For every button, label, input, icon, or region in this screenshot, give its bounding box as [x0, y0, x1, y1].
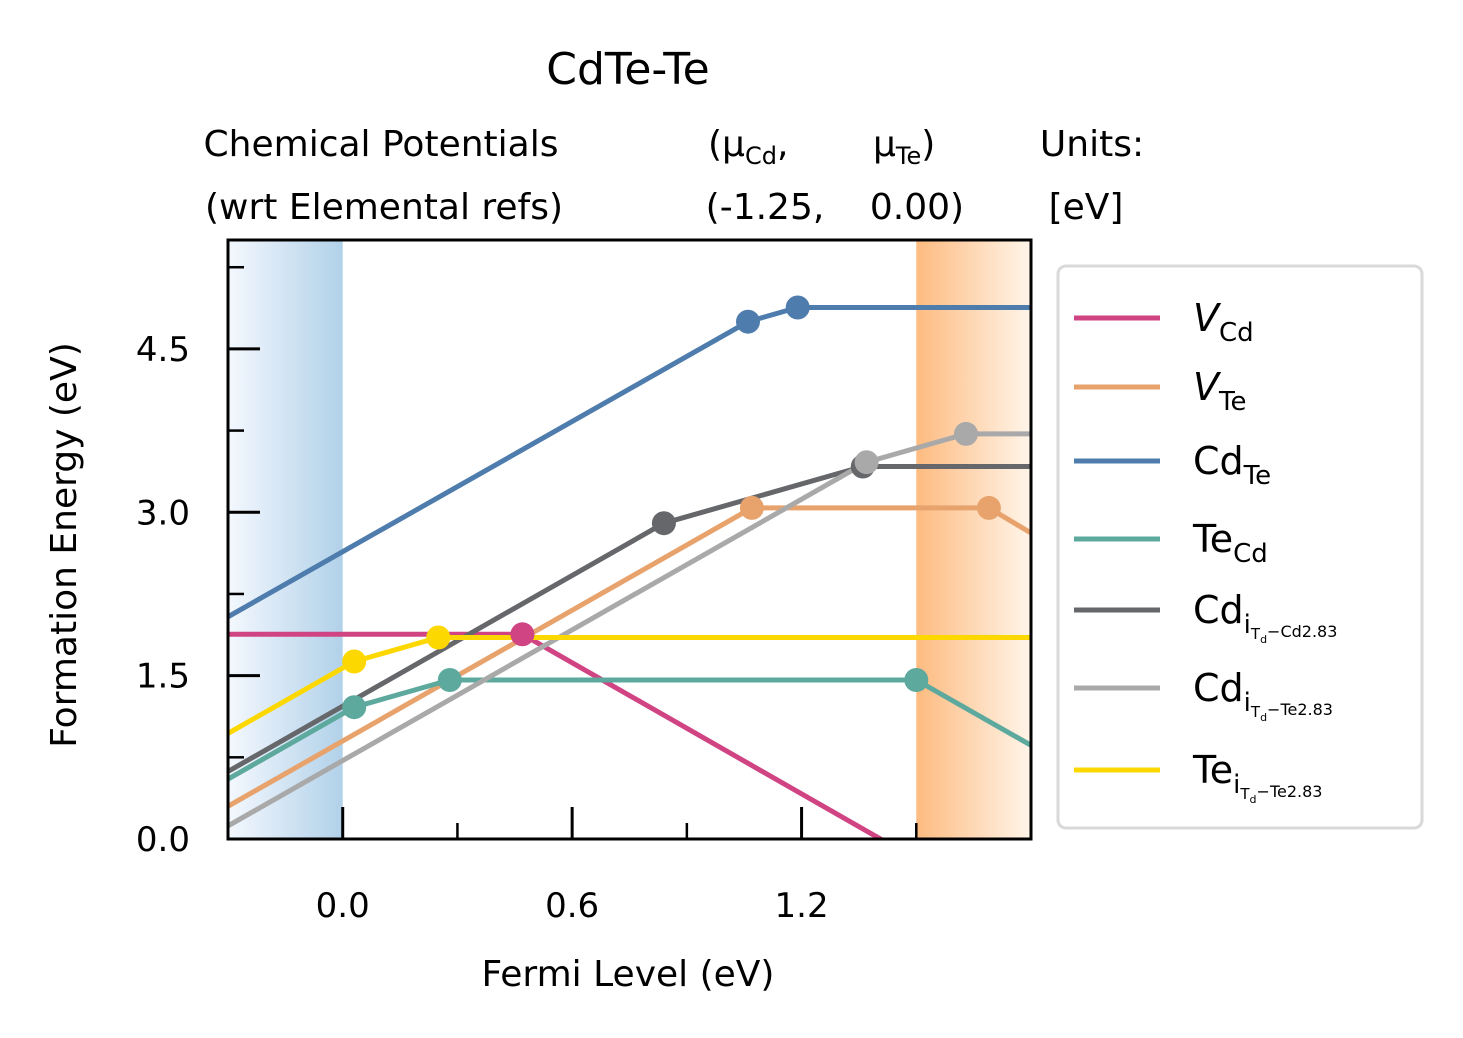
- legend-label-6: TeiTd−Te2.83: [1192, 748, 1322, 806]
- series-line-6: [228, 635, 1031, 736]
- series-marker-1-1: [976, 495, 1001, 520]
- mu-te-symbol: μ: [873, 124, 896, 165]
- series-marker-2-1: [785, 295, 810, 320]
- legend-label-3: TeCd: [1192, 517, 1268, 569]
- tick-layer: 0.0 0.6 1.2 0.0 1.5 3.0 4.5: [136, 265, 918, 926]
- subtitle-units-value: [eV]: [1049, 187, 1124, 228]
- mu-te-sub: Te: [895, 142, 921, 170]
- y-tick-label: 1.5: [136, 657, 190, 697]
- subtitle-units-label: Units:: [1040, 124, 1144, 165]
- series-line-2: [228, 305, 1031, 619]
- legend-label-0: VCd: [1193, 296, 1254, 348]
- legend-label-1: VTe: [1193, 365, 1246, 417]
- chart-title: CdTe-Te: [546, 44, 709, 95]
- series-marker-3-0: [342, 695, 367, 720]
- mu-cd-sub: Cd: [745, 142, 777, 170]
- x-tick-label: 0.6: [545, 886, 599, 926]
- mu-cd-open: (μ: [708, 124, 745, 165]
- x-tick-label: 1.2: [775, 886, 829, 926]
- series-line-5: [228, 431, 1031, 829]
- subtitle-wrt-refs: (wrt Elemental refs): [205, 187, 563, 228]
- series-marker-3-1: [437, 668, 462, 692]
- mu-cd-comma: ,: [777, 124, 788, 165]
- series-marker-6-0: [342, 649, 367, 674]
- series-marker-5-0: [854, 450, 879, 475]
- legend: VCd VTe CdTe TeCd CdiTd−Cd2.83 CdiTd−Te2.83 Te…: [1074, 296, 1337, 806]
- mu-te-close: ): [921, 124, 935, 165]
- subtitle-mu-cd: (μCd,: [708, 124, 788, 170]
- y-tick-label: 0.0: [136, 820, 190, 860]
- y-axis-label: Formation Energy (eV): [44, 342, 85, 748]
- series-marker-1-0: [739, 495, 764, 520]
- x-axis-label: Fermi Level (eV): [482, 954, 775, 995]
- legend-label-5: CdiTd−Te2.83: [1193, 666, 1333, 724]
- subtitle-value-cd: (-1.25,: [706, 187, 825, 228]
- series-marker-0-0: [510, 622, 535, 647]
- conduction-band-region: [916, 240, 1031, 839]
- legend-label-4: CdiTd−Cd2.83: [1193, 588, 1337, 646]
- series-marker-4-0: [651, 511, 676, 536]
- subtitle-value-te: 0.00): [870, 187, 964, 228]
- y-tick-label: 4.5: [136, 330, 190, 370]
- series-layer: [228, 295, 1031, 839]
- series-marker-2-0: [736, 309, 760, 334]
- x-tick-label: 0.0: [316, 886, 370, 926]
- y-tick-label: 3.0: [136, 493, 190, 533]
- subtitle-mu-te: μTe): [873, 124, 935, 170]
- series-marker-6-1: [426, 625, 451, 650]
- legend-label-2: CdTe: [1193, 439, 1271, 491]
- series-line-1: [228, 505, 1031, 809]
- plot-frame: [226, 238, 1033, 841]
- series-marker-5-1: [954, 421, 978, 446]
- subtitle-chem-potentials: Chemical Potentials: [204, 124, 559, 165]
- series-marker-3-2: [904, 668, 929, 692]
- series-line-4: [228, 464, 1031, 774]
